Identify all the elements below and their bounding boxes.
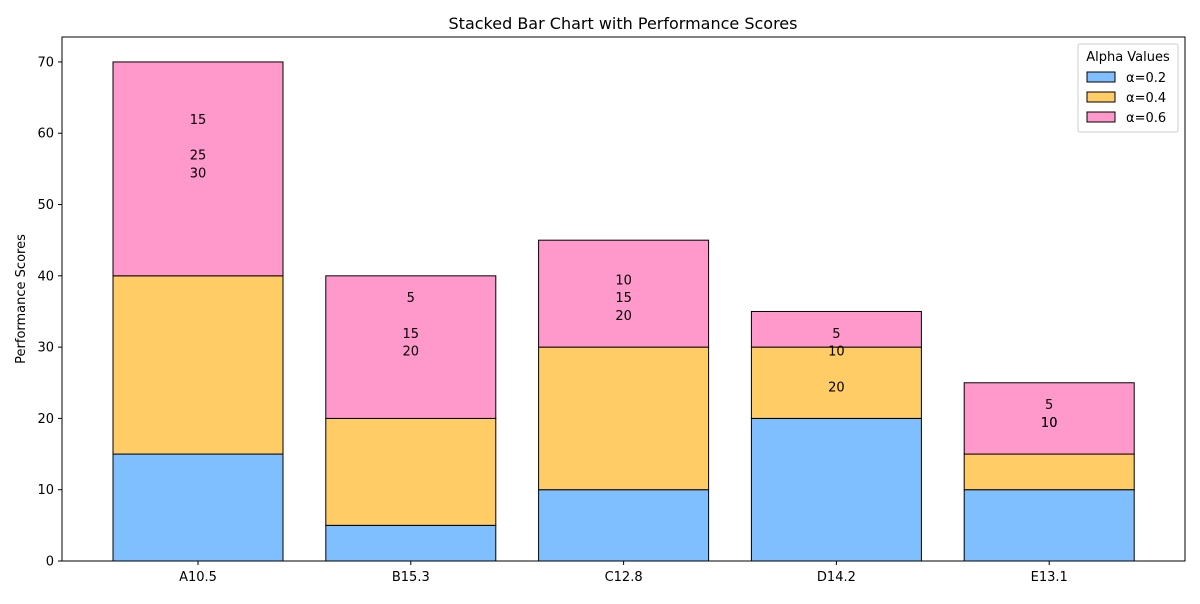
bar-label-C12.8-3: 20: [615, 309, 632, 324]
x-tick-label-A10.5: A10.5: [179, 570, 217, 585]
bar-C12.8-series-1: [538, 489, 710, 562]
bar-A10.5-series-2: [112, 275, 284, 455]
bar-label-E13.1-2: 10: [1041, 416, 1058, 431]
y-tick-label-0: 0: [46, 555, 54, 570]
legend-entry-1: α=0.2: [1126, 71, 1166, 86]
bar-label-B15.3-2: 15: [403, 327, 420, 342]
bar-label-E13.1-3: 10: [1041, 416, 1058, 431]
legend-title: Alpha Values: [1086, 50, 1170, 65]
bar-B15.3-series-1: [325, 524, 497, 562]
bar-E13.1-series-2: [963, 453, 1135, 491]
y-tick-label-40: 40: [37, 269, 54, 284]
bar-D14.2-series-2: [750, 346, 922, 419]
legend-entry-3: α=0.6: [1126, 111, 1166, 126]
bar-label-A10.5-3: 30: [190, 166, 207, 181]
legend-swatch-1: [1086, 71, 1116, 83]
bar-label-C12.8-2: 15: [615, 291, 632, 306]
x-tick-label-B15.3: B15.3: [392, 570, 430, 585]
legend-entry-2: α=0.4: [1126, 91, 1166, 106]
x-tick-label-C12.8: C12.8: [605, 570, 643, 585]
y-axis: 0 10 20 30 40 50 60 70: [37, 55, 62, 570]
y-tick-label-30: 30: [37, 341, 54, 356]
bars-layer: [112, 61, 1135, 562]
bar-label-E13.1-1: 5: [1045, 398, 1053, 413]
x-tick-label-D14.2: D14.2: [817, 570, 856, 585]
bar-label-A10.5-2: 25: [190, 149, 207, 164]
y-axis-label: Performance Scores: [14, 234, 29, 364]
bar-A10.5-series-3: [112, 61, 284, 277]
y-tick-label-50: 50: [37, 198, 54, 213]
bar-E13.1-series-1: [963, 489, 1135, 562]
bar-label-D14.2-2: 10: [828, 345, 845, 360]
bar-A10.5-series-1: [112, 453, 284, 562]
legend-box: [1077, 43, 1179, 133]
x-tick-label-E13.1: E13.1: [1031, 570, 1068, 585]
bar-label-C12.8-1: 10: [615, 273, 632, 288]
bar-C12.8-series-3: [538, 239, 710, 348]
bar-label-D14.2-1: 5: [832, 327, 840, 342]
y-tick-label-60: 60: [37, 127, 54, 142]
bar-label-B15.3-1: 5: [407, 291, 415, 306]
y-tick-label-70: 70: [37, 55, 54, 70]
bar-label-A10.5-1: 15: [190, 113, 207, 128]
bar-D14.2-series-3: [750, 310, 922, 348]
bar-label-B15.3-3: 20: [403, 345, 420, 360]
x-axis: A10.5 B15.3 C12.8 D14.2 E13.1: [179, 561, 1068, 585]
legend-swatch-2: [1086, 91, 1116, 103]
y-tick-label-20: 20: [37, 412, 54, 427]
bar-B15.3-series-3: [325, 275, 497, 419]
legend: Alpha Values α=0.2 α=0.4 α=0.6: [1077, 43, 1179, 133]
bar-label-D14.2-3: 20: [828, 380, 845, 395]
bar-C12.8-series-2: [538, 346, 710, 491]
y-tick-label-10: 10: [37, 483, 54, 498]
legend-swatch-3: [1086, 111, 1116, 123]
bar-B15.3-series-2: [325, 417, 497, 526]
bar-D14.2-series-1: [750, 417, 922, 562]
chart-title: Stacked Bar Chart with Performance Score…: [449, 14, 798, 33]
bar-E13.1-series-3: [963, 382, 1135, 455]
